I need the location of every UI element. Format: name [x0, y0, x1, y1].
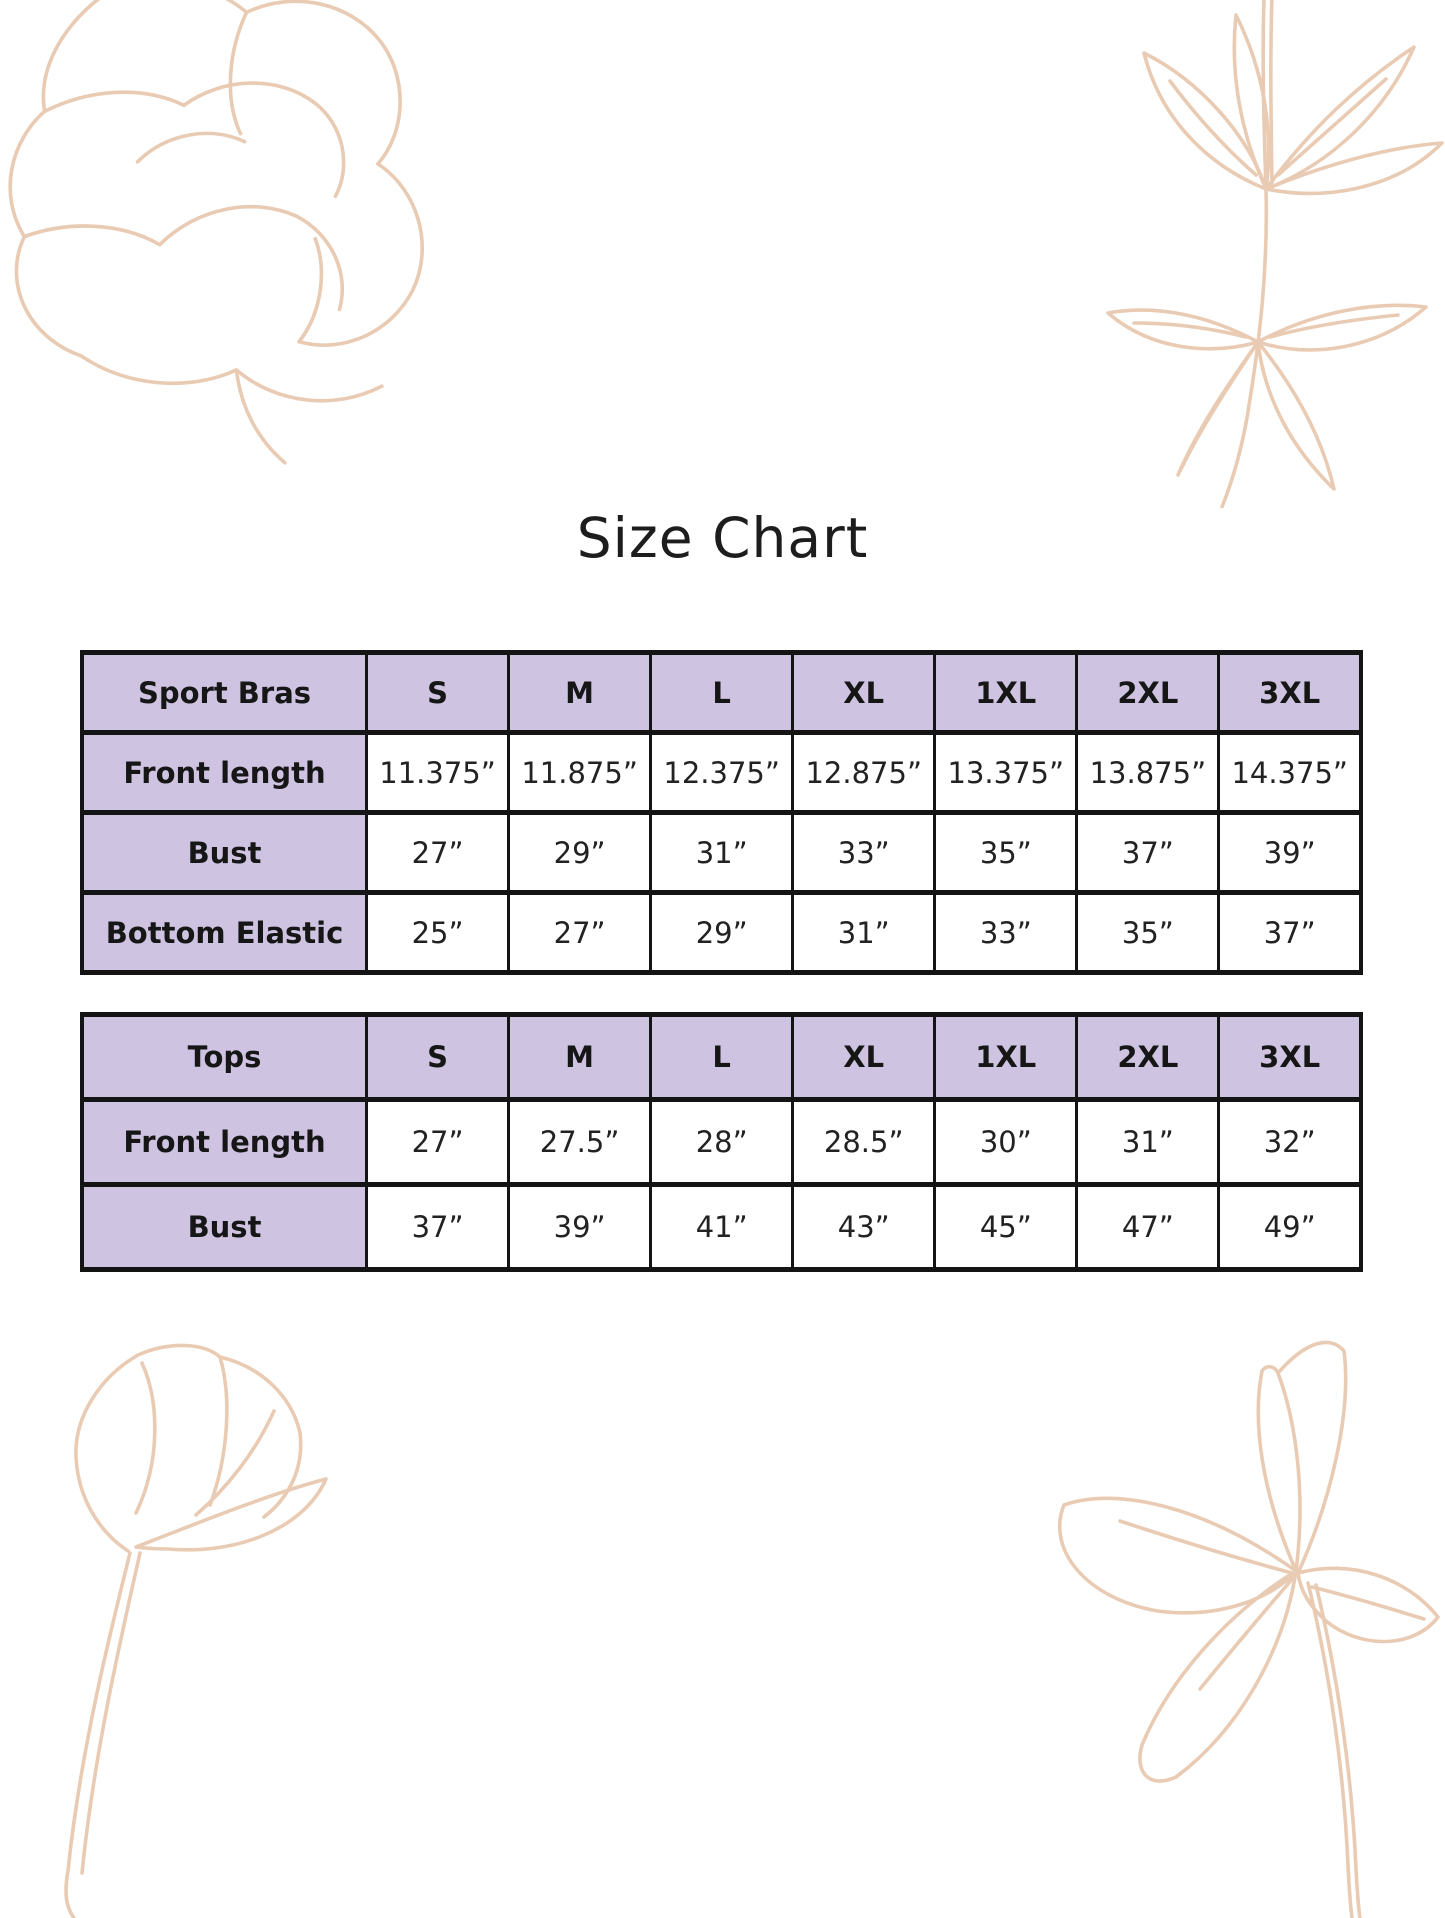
open-flower-line-art-icon: [1057, 1340, 1440, 1918]
measurement-label-cell: Bust: [80, 1182, 368, 1272]
measurement-value-cell: 29”: [649, 890, 795, 975]
size-column-header: 1XL: [933, 1012, 1079, 1102]
tulip-flower-line-art-icon: [64, 1343, 328, 1918]
measurement-label-cell: Bottom Elastic: [80, 890, 368, 975]
measurement-value-cell: 12.875”: [791, 730, 937, 815]
size-column-header: S: [364, 650, 511, 735]
measurement-label-cell: Front length: [80, 1097, 368, 1187]
size-header-row: Tops S M L XL 1XL 2XL 3XL: [80, 1012, 1363, 1102]
measurement-value-cell: 27”: [364, 810, 511, 895]
measurement-value-cell: 37”: [1217, 890, 1363, 975]
measurement-row: Front length 27” 27.5” 28” 28.5” 30” 31” 32”: [80, 1097, 1363, 1187]
measurement-value-cell: 11.375”: [364, 730, 511, 815]
measurement-value-cell: 35”: [1075, 890, 1221, 975]
measurement-value-cell: 13.375”: [933, 730, 1079, 815]
measurement-label-cell: Front length: [80, 730, 368, 815]
tops-size-table: Tops S M L XL 1XL 2XL 3XL Front length 27” 27.5” 28…: [80, 1012, 1363, 1272]
measurement-value-cell: 31”: [649, 810, 795, 895]
sport-bras-size-table: Sport Bras S M L XL 1XL 2XL 3XL Front length 11.3…: [80, 650, 1363, 975]
page-title: Size Chart: [576, 506, 869, 570]
measurement-value-cell: 30”: [933, 1097, 1079, 1187]
size-column-header: XL: [791, 1012, 937, 1102]
size-column-header: L: [649, 1012, 795, 1102]
measurement-value-cell: 14.375”: [1217, 730, 1363, 815]
measurement-value-cell: 41”: [649, 1182, 795, 1272]
size-column-header: M: [507, 650, 653, 735]
size-column-header: L: [649, 650, 795, 735]
measurement-value-cell: 27”: [364, 1097, 511, 1187]
size-header-row: Sport Bras S M L XL 1XL 2XL 3XL: [80, 650, 1363, 735]
measurement-value-cell: 39”: [507, 1182, 653, 1272]
table-title-cell: Tops: [80, 1012, 368, 1102]
measurement-value-cell: 29”: [507, 810, 653, 895]
size-column-header: S: [364, 1012, 511, 1102]
leaf-branch-line-art-icon: [1106, 0, 1444, 508]
peony-flower-line-art-icon: [8, 0, 425, 465]
measurement-row: Front length 11.375” 11.875” 12.375” 12.875”…: [80, 730, 1363, 815]
measurement-value-cell: 11.875”: [507, 730, 653, 815]
measurement-value-cell: 35”: [933, 810, 1079, 895]
measurement-value-cell: 33”: [791, 810, 937, 895]
measurement-value-cell: 45”: [933, 1182, 1079, 1272]
measurement-value-cell: 49”: [1217, 1182, 1363, 1272]
size-column-header: 2XL: [1075, 1012, 1221, 1102]
size-column-header: M: [507, 1012, 653, 1102]
measurement-value-cell: 37”: [1075, 810, 1221, 895]
measurement-row: Bottom Elastic 25” 27” 29” 31” 33” 35” 37”: [80, 890, 1363, 975]
measurement-value-cell: 39”: [1217, 810, 1363, 895]
measurement-value-cell: 28”: [649, 1097, 795, 1187]
size-column-header: 2XL: [1075, 650, 1221, 735]
measurement-value-cell: 43”: [791, 1182, 937, 1272]
measurement-value-cell: 25”: [364, 890, 511, 975]
table-title-cell: Sport Bras: [80, 650, 368, 735]
measurement-value-cell: 27”: [507, 890, 653, 975]
size-column-header: 3XL: [1217, 650, 1363, 735]
measurement-value-cell: 31”: [791, 890, 937, 975]
measurement-value-cell: 27.5”: [507, 1097, 653, 1187]
measurement-value-cell: 33”: [933, 890, 1079, 975]
measurement-value-cell: 37”: [364, 1182, 511, 1272]
measurement-value-cell: 28.5”: [791, 1097, 937, 1187]
measurement-row: Bust 37” 39” 41” 43” 45” 47” 49”: [80, 1182, 1363, 1272]
measurement-value-cell: 12.375”: [649, 730, 795, 815]
measurement-row: Bust 27” 29” 31” 33” 35” 37” 39”: [80, 810, 1363, 895]
measurement-value-cell: 47”: [1075, 1182, 1221, 1272]
measurement-label-cell: Bust: [80, 810, 368, 895]
measurement-value-cell: 31”: [1075, 1097, 1221, 1187]
size-column-header: 1XL: [933, 650, 1079, 735]
measurement-value-cell: 13.875”: [1075, 730, 1221, 815]
size-column-header: XL: [791, 650, 937, 735]
size-column-header: 3XL: [1217, 1012, 1363, 1102]
measurement-value-cell: 32”: [1217, 1097, 1363, 1187]
